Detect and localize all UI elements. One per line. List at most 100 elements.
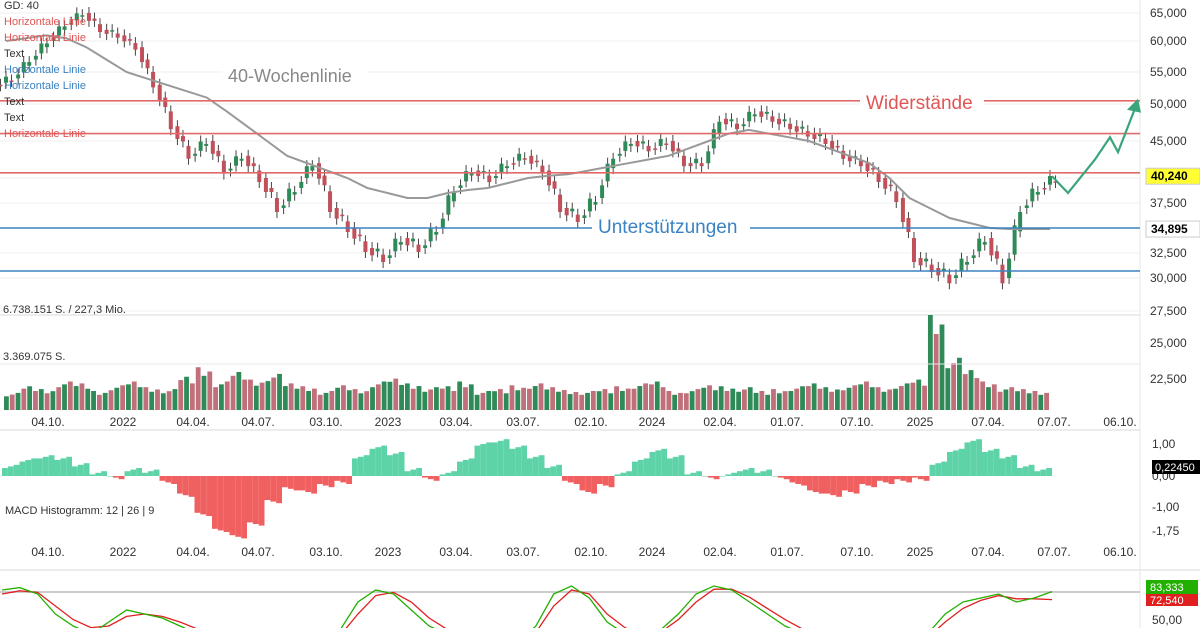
candle-body <box>835 145 840 148</box>
volume-bar <box>1015 391 1020 410</box>
volume-bar <box>207 371 213 410</box>
macd-bar <box>847 476 854 492</box>
macd-bar <box>853 476 860 494</box>
x-axis-label: 02.04. <box>703 545 736 559</box>
candle-body <box>416 244 421 252</box>
candle-body <box>140 47 145 63</box>
candle-body <box>664 143 669 145</box>
volume-bar <box>416 386 422 410</box>
x-axis-label: 2023 <box>375 545 402 559</box>
x-axis-label: 03.10. <box>309 415 342 429</box>
volume-bar <box>236 372 242 410</box>
price-y-tick: 55,000 <box>1150 65 1187 79</box>
candle-body <box>110 30 115 32</box>
volume-bar <box>596 391 602 410</box>
volume-bar <box>550 387 556 410</box>
candle-body <box>274 198 279 212</box>
volume-bar <box>346 390 352 410</box>
legend-item: GD: 40 <box>4 0 39 12</box>
macd-bar <box>270 476 277 502</box>
candle-body <box>641 141 646 144</box>
candle-body <box>918 258 923 266</box>
macd-bar <box>935 463 942 476</box>
candle-body <box>434 232 439 235</box>
macd-bar <box>352 458 358 476</box>
volume-bar <box>497 389 503 410</box>
volume-bar <box>96 394 102 410</box>
candle-body <box>623 141 628 151</box>
x-axis-label: 03.07. <box>506 545 539 559</box>
macd-bar <box>713 476 720 480</box>
candle-body <box>423 245 428 248</box>
macd-bar <box>206 476 212 516</box>
macd-bar <box>748 468 755 476</box>
volume-bar <box>893 388 898 410</box>
volume-bar <box>887 389 893 410</box>
macd-bar <box>702 476 708 477</box>
macd-bar <box>807 476 813 491</box>
volume-bar <box>108 390 114 410</box>
volume-bar <box>834 389 840 410</box>
volume-bar <box>1009 387 1015 410</box>
volume-bar <box>463 387 468 410</box>
macd-bar <box>643 458 650 476</box>
candle-body <box>98 24 103 33</box>
volume-bar <box>445 386 451 410</box>
macd-bar <box>865 476 872 486</box>
candle-body <box>1000 264 1005 284</box>
macd-bar <box>1028 464 1035 476</box>
x-axis-label: 04.07. <box>241 415 274 429</box>
volume-bar <box>451 391 457 410</box>
volume-bar <box>619 391 625 410</box>
volume-bar <box>840 390 846 410</box>
candle-body <box>487 175 492 182</box>
volume-bar <box>172 389 178 410</box>
candle-body <box>104 29 109 34</box>
candle-body <box>375 248 380 252</box>
volume-bar <box>747 387 753 410</box>
candle-body <box>600 185 605 198</box>
volume-bar <box>375 384 381 410</box>
macd-bar <box>1011 455 1017 476</box>
macd-bar <box>585 476 592 492</box>
volume-bar <box>480 392 486 410</box>
macd-bar <box>72 466 78 476</box>
volume-bar <box>248 379 253 410</box>
candle-body <box>511 163 516 165</box>
volume-bar <box>573 392 579 410</box>
volume-bar <box>544 389 550 410</box>
macd-bar <box>515 447 522 476</box>
macd-bar <box>422 476 428 478</box>
candle-body <box>812 133 817 140</box>
macd-bar <box>917 476 924 480</box>
volume-bar <box>916 379 922 410</box>
volume-bar <box>939 324 945 410</box>
candle-body <box>547 170 552 186</box>
macd-bar <box>947 452 953 476</box>
macd-bar <box>217 476 224 531</box>
macd-bar <box>1040 469 1047 476</box>
volume-bar <box>282 386 288 410</box>
macd-panel: MACD Histogramm: 12 | 26 | 9 1,00 0,00 -… <box>2 437 1200 539</box>
candle-body <box>670 141 675 152</box>
volume-bar <box>968 370 974 410</box>
candle-body <box>841 150 846 159</box>
candle-body <box>770 116 775 122</box>
macd-bar <box>258 476 265 526</box>
macd-bar <box>970 440 977 476</box>
volume-bar <box>259 382 265 410</box>
volume-bar <box>614 386 619 410</box>
price-y-tick: 50,000 <box>1150 97 1187 111</box>
volume-bar <box>1038 394 1044 410</box>
candle-body <box>0 84 3 87</box>
candle-body <box>782 119 787 122</box>
macd-bar <box>801 476 807 486</box>
candle-body <box>617 153 622 156</box>
macd-bar <box>404 471 411 476</box>
volume-bar <box>695 389 701 410</box>
macd-bar <box>912 476 918 478</box>
volume-bar <box>265 381 271 410</box>
candle-body <box>16 74 21 79</box>
candle-body <box>33 55 38 60</box>
x-axis-label: 02.10. <box>574 545 607 559</box>
